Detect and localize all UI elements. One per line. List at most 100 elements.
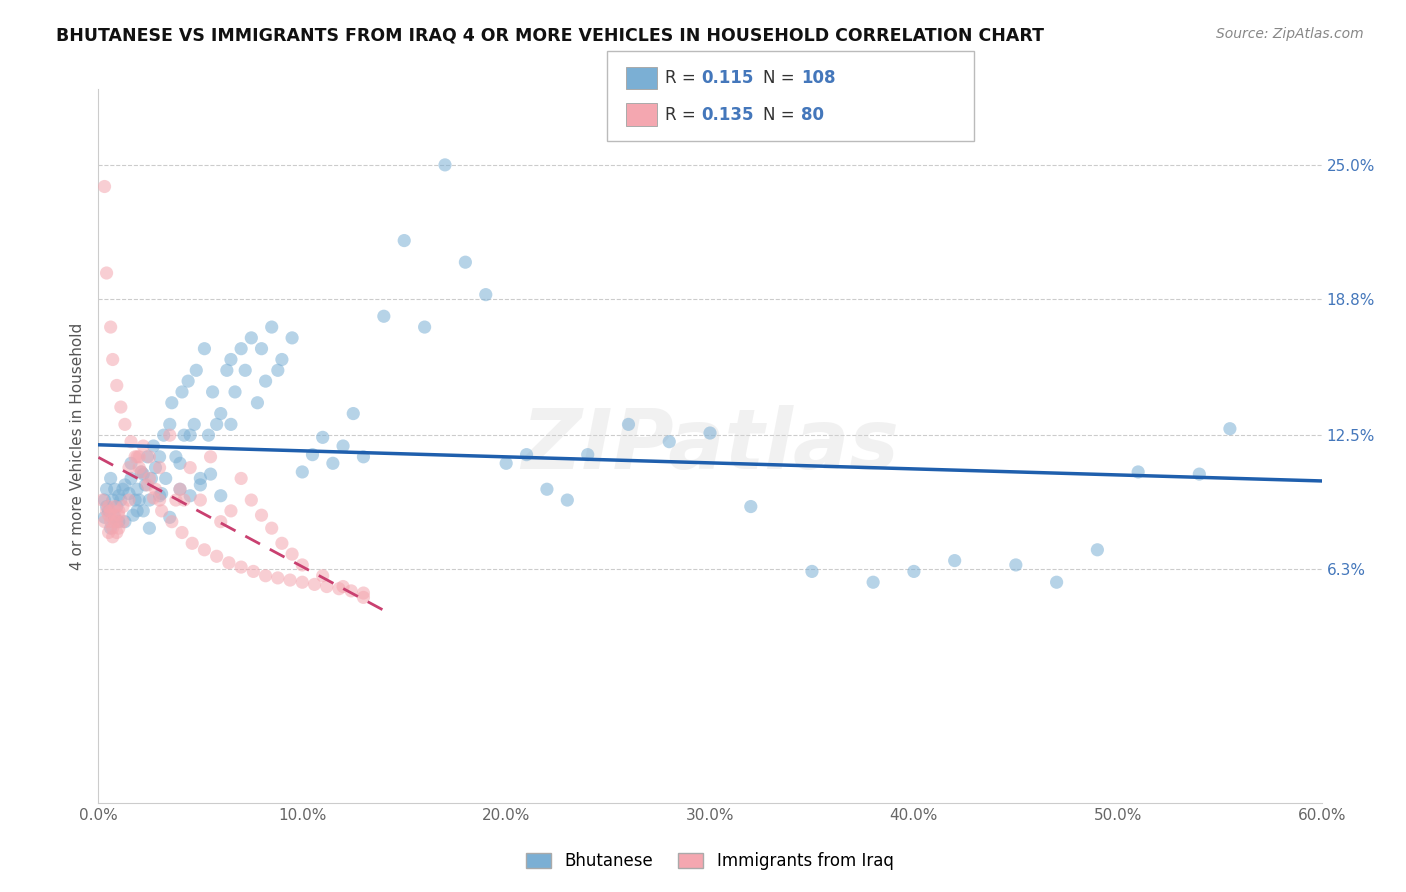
Point [101, 521, 124, 535]
Point [193, 342, 215, 356]
Text: R =: R = [665, 69, 702, 87]
Point [322, 456, 344, 470]
Text: N =: N = [763, 69, 800, 87]
Text: R =: R = [665, 106, 702, 124]
Point [231, 560, 253, 574]
Point [128, 450, 150, 464]
Point [149, 489, 172, 503]
Point [132, 467, 155, 482]
Text: 0.135: 0.135 [702, 106, 754, 124]
Point [495, 456, 517, 470]
Point [197, 428, 219, 442]
Point [188, 478, 212, 492]
Point [114, 478, 136, 492]
Y-axis label: 4 or more Vehicles in Household: 4 or more Vehicles in Household [70, 322, 86, 570]
Point [159, 510, 181, 524]
Point [93, 493, 115, 508]
Point [536, 482, 558, 496]
Point [120, 456, 142, 470]
Point [177, 374, 200, 388]
Point [260, 320, 283, 334]
Point [1045, 575, 1069, 590]
Point [132, 439, 155, 453]
Point [91, 493, 114, 508]
Point [155, 471, 177, 485]
Point [943, 553, 966, 567]
Point [392, 234, 416, 248]
Point [127, 482, 149, 496]
Point [160, 515, 183, 529]
Point [101, 530, 124, 544]
Point [124, 493, 146, 508]
Point [129, 465, 152, 479]
Point [862, 575, 884, 590]
Point [104, 500, 127, 514]
Point [132, 504, 155, 518]
Point [304, 577, 326, 591]
Point [159, 428, 181, 442]
Point [1085, 542, 1108, 557]
Point [281, 331, 304, 345]
Point [145, 460, 167, 475]
Point [352, 450, 374, 464]
Point [233, 363, 256, 377]
Point [352, 591, 374, 605]
Point [124, 450, 146, 464]
Point [97, 508, 120, 523]
Point [205, 417, 228, 432]
Point [312, 568, 335, 582]
Point [315, 580, 337, 594]
Point [118, 486, 141, 500]
Point [219, 352, 242, 367]
Point [128, 493, 150, 508]
Point [136, 478, 159, 492]
Point [96, 504, 118, 518]
Point [159, 417, 181, 432]
Point [150, 486, 173, 500]
Point [270, 352, 294, 367]
Point [114, 417, 136, 432]
Text: 80: 80 [801, 106, 824, 124]
Point [267, 363, 290, 377]
Point [104, 482, 127, 496]
Point [219, 504, 242, 518]
Point [138, 450, 160, 464]
Point [209, 515, 232, 529]
Point [100, 320, 122, 334]
Point [93, 179, 115, 194]
Point [114, 515, 136, 529]
Point [128, 460, 150, 475]
Point [328, 582, 350, 596]
Point [1188, 467, 1211, 482]
Point [142, 439, 165, 453]
Point [169, 482, 191, 496]
Point [97, 504, 120, 518]
Point [179, 460, 201, 475]
Point [617, 417, 640, 432]
Point [160, 396, 183, 410]
Text: Source: ZipAtlas.com: Source: ZipAtlas.com [1216, 27, 1364, 41]
Point [224, 384, 246, 399]
Point [242, 565, 264, 579]
Text: 0.115: 0.115 [702, 69, 754, 87]
Text: BHUTANESE VS IMMIGRANTS FROM IRAQ 4 OR MORE VEHICLES IN HOUSEHOLD CORRELATION CH: BHUTANESE VS IMMIGRANTS FROM IRAQ 4 OR M… [56, 27, 1045, 45]
Point [97, 500, 120, 514]
Point [1004, 558, 1026, 572]
Point [105, 525, 128, 540]
Point [215, 363, 238, 377]
Point [96, 500, 118, 514]
Point [254, 568, 277, 582]
Point [332, 439, 354, 453]
Point [100, 515, 122, 529]
Point [141, 471, 163, 485]
Point [183, 417, 205, 432]
Point [342, 407, 364, 421]
Point [352, 586, 374, 600]
Point [111, 515, 134, 529]
Point [104, 508, 127, 523]
Point [219, 417, 242, 432]
Point [96, 482, 118, 496]
Point [186, 363, 208, 377]
Point [218, 556, 240, 570]
Point [100, 504, 122, 518]
